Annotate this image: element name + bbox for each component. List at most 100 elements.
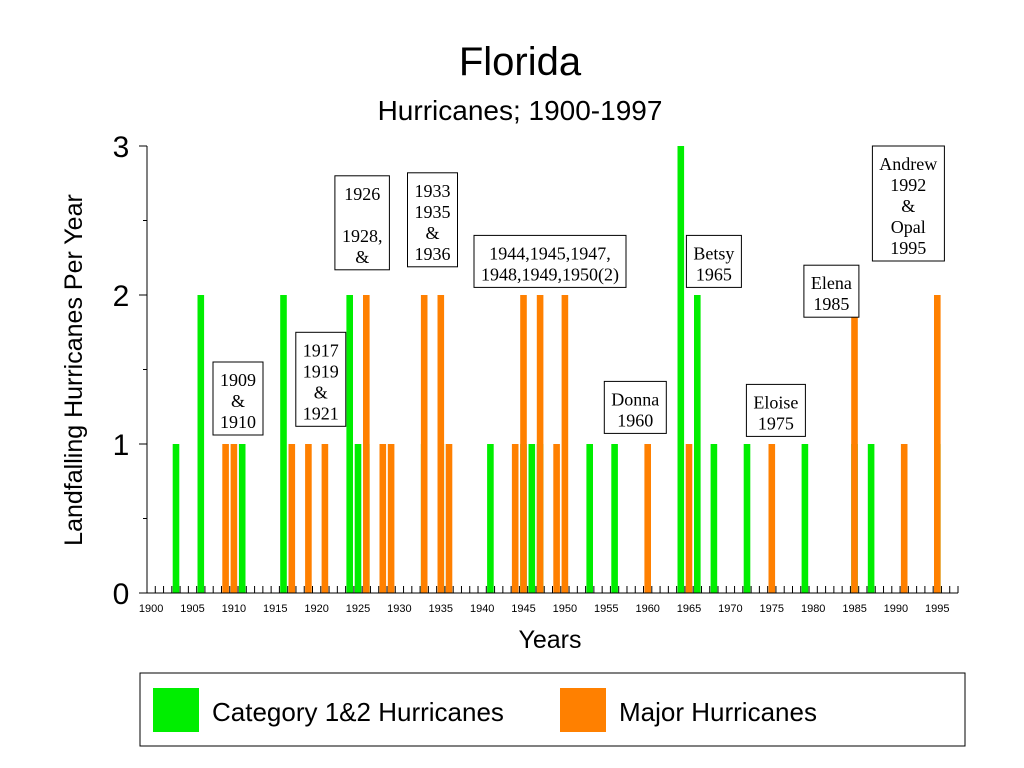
- annotation-text: Donna: [611, 389, 659, 409]
- legend-label-category-1-2: Category 1&2 Hurricanes: [212, 697, 504, 727]
- annotation-text: 1936: [415, 244, 451, 264]
- chart-title: Florida: [459, 40, 582, 84]
- annotation-frame: [871, 145, 945, 262]
- bar-category-1-2-1916: [280, 295, 287, 593]
- bar-category-1-2-1925: [354, 444, 362, 593]
- annotation-text: 1948,1949,1950(2): [481, 264, 619, 285]
- annotation-text: 1935: [415, 202, 451, 222]
- x-tick-label: 1940: [470, 603, 494, 615]
- annotation-text: 1919: [303, 361, 339, 381]
- annotation-frame: [603, 380, 667, 434]
- bar-major-1944: [511, 444, 519, 593]
- bar-category-1-2-1911: [238, 444, 246, 593]
- annotation-text: 1992: [890, 175, 926, 195]
- bar-major-1933: [420, 295, 428, 593]
- x-tick-label: 1980: [801, 603, 825, 615]
- bar-category-1-2-1946: [528, 444, 536, 593]
- annotation-text: 1960: [617, 410, 653, 430]
- bar-major-1947: [536, 295, 544, 593]
- bar-major-1945: [520, 295, 527, 593]
- bar-major-1985: [851, 295, 858, 593]
- annotation-text: 1933: [415, 181, 451, 201]
- x-tick-label: 1930: [387, 603, 411, 615]
- annotation-frame: [745, 383, 806, 437]
- bar-major-1928: [379, 444, 387, 593]
- annotation-text: &: [231, 391, 245, 411]
- bar-category-1-2-1987: [867, 444, 875, 593]
- x-tick-label: 1960: [635, 603, 659, 615]
- annotation-text: Eloise: [753, 392, 798, 412]
- x-axis-label: Years: [518, 626, 581, 654]
- annotation-frame: [212, 361, 264, 436]
- bar-category-1-2-1956: [611, 444, 618, 593]
- chart-subtitle: Hurricanes; 1900-1997: [378, 95, 663, 126]
- bar-category-1-2-1968: [710, 444, 718, 593]
- axes-group: 0 1 2 3 1900 1905 1910 1915 1920 1925 1930 1935 1940…: [113, 131, 959, 615]
- bar-major-1935: [437, 295, 445, 593]
- bar-category-1-2-1906: [197, 295, 205, 593]
- bar-major-1995: [934, 295, 941, 593]
- bar-major-1936: [445, 444, 453, 593]
- annotation-frame: [803, 264, 860, 318]
- annotation-text: Opal: [891, 217, 926, 237]
- bar-major-1949: [553, 444, 560, 593]
- x-tick-label: 1950: [553, 603, 577, 615]
- annotation-text: 1985: [813, 294, 849, 314]
- x-tick-label: 1945: [511, 603, 535, 615]
- legend-swatch-category-1-2: [153, 688, 199, 732]
- bar-major-1921: [321, 444, 329, 593]
- legend: Category 1&2 Hurricanes Major Hurricanes: [139, 672, 966, 747]
- x-tick-label: 1925: [346, 603, 370, 615]
- annotation-box: 1909&1910: [212, 361, 264, 436]
- annotation-text: 1926: [344, 184, 380, 204]
- y-tick-label: 3: [113, 131, 130, 164]
- annotation-text: &: [314, 382, 328, 402]
- bar-category-1-2-1964: [677, 146, 685, 593]
- annotation-text: 1909: [220, 370, 256, 390]
- y-tick-label: 2: [113, 280, 130, 313]
- y-tick-label: 0: [113, 578, 130, 611]
- annotation-frame: [334, 175, 390, 271]
- bar-major-1919: [305, 444, 312, 593]
- annotation-text: &: [355, 247, 369, 267]
- x-tick-label: 1995: [925, 603, 949, 615]
- x-tick-label: 1905: [180, 603, 204, 615]
- annotation-text: 1995: [890, 238, 926, 258]
- x-tick-label: 1985: [842, 603, 866, 615]
- legend-swatch-major: [560, 688, 606, 732]
- bar-major-1929: [387, 444, 395, 593]
- annotation-frame: [407, 172, 458, 268]
- bar-major-1950: [561, 295, 569, 593]
- bar-category-1-2-1972: [743, 444, 751, 593]
- bar-major-1975: [768, 444, 776, 593]
- annotation-text: 1917: [303, 340, 339, 360]
- annotations-group: 1909&191019171919&192119261928,&19331935…: [212, 145, 945, 437]
- annotation-text: 1921: [303, 403, 339, 423]
- bar-major-1910: [230, 444, 238, 593]
- x-tick-label: 1955: [594, 603, 618, 615]
- bar-category-1-2-1979: [801, 444, 809, 593]
- x-tick-label: 1900: [139, 603, 163, 615]
- bars-group: [172, 146, 941, 593]
- bar-category-1-2-1941: [487, 444, 494, 593]
- bar-category-1-2-1924: [346, 295, 353, 593]
- legend-label-major: Major Hurricanes: [619, 697, 817, 727]
- annotation-text: 1928,: [342, 226, 383, 246]
- annotation-text: 1944,1945,1947,: [489, 243, 611, 263]
- x-tick-label: 1965: [677, 603, 701, 615]
- x-tick-label: 1975: [760, 603, 784, 615]
- bar-major-1991: [900, 444, 908, 593]
- y-axis-label: Landfalling Hurricanes Per Year: [60, 194, 88, 546]
- annotation-text: 1965: [696, 264, 732, 284]
- annotation-text: Andrew: [879, 154, 937, 174]
- y-tick-label: 1: [113, 429, 130, 462]
- bar-major-1917: [288, 444, 296, 593]
- legend-box: [139, 672, 966, 747]
